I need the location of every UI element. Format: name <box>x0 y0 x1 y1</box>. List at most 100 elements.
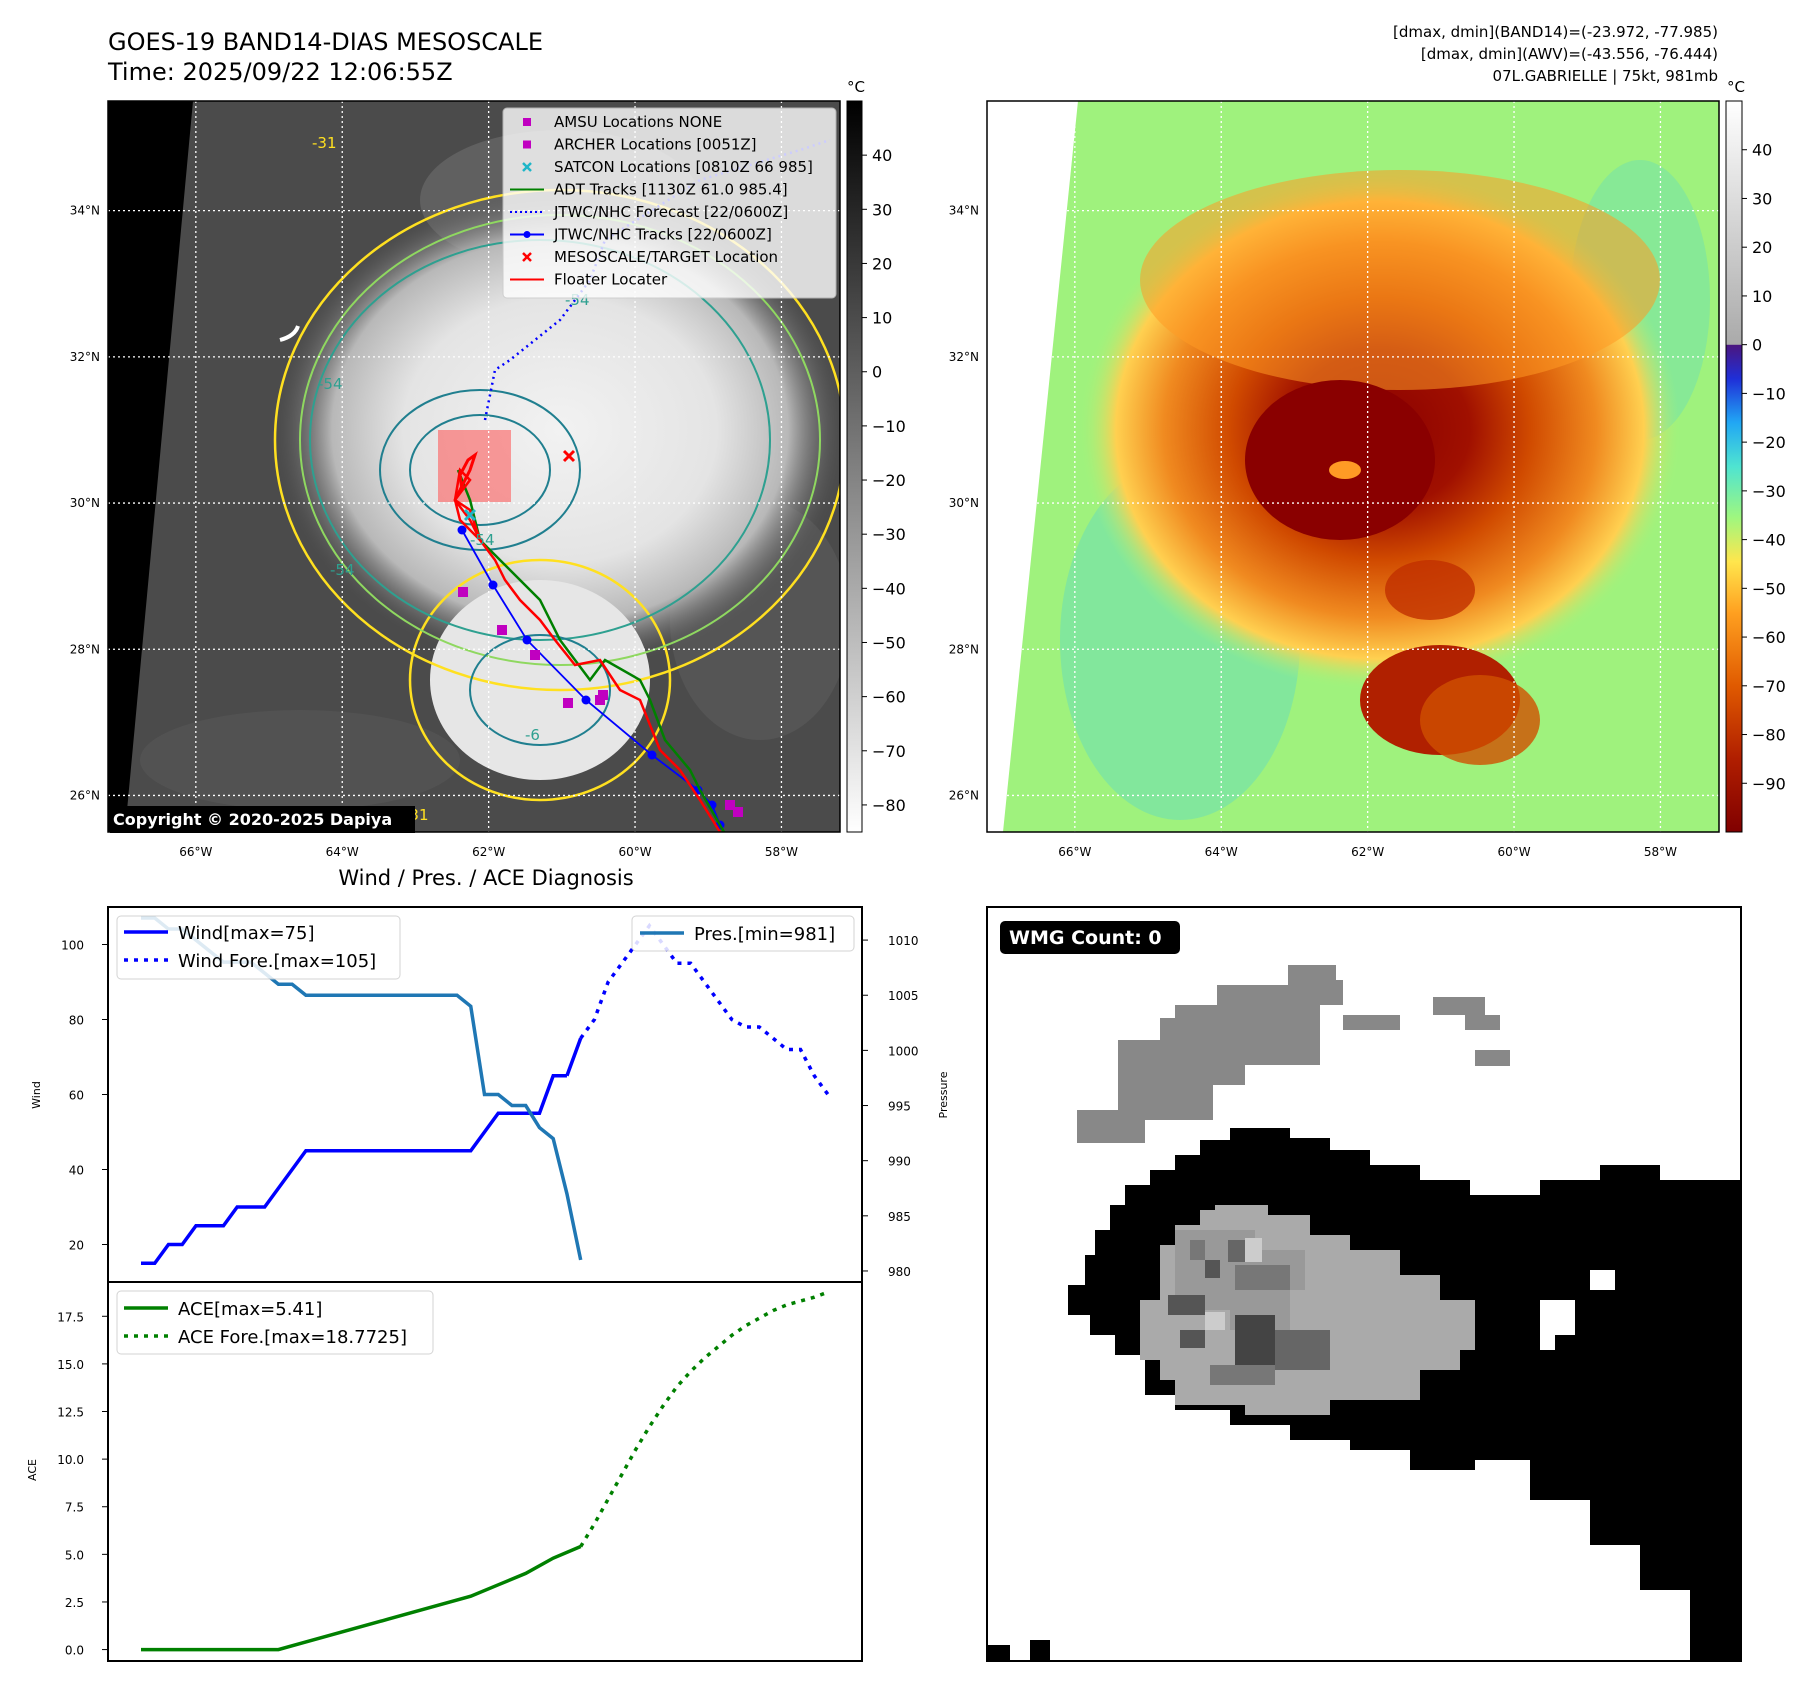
lat-tick-label: 30°N <box>70 496 100 510</box>
info-storm: 07L.GABRIELLE | 75kt, 981mb <box>1493 67 1718 85</box>
wind-axis-label: Wind <box>30 1081 43 1109</box>
colorbar-tick-label: −40 <box>872 579 906 598</box>
legend-ace-fore: ACE Fore.[max=18.7725] <box>178 1327 407 1348</box>
colorbar-unit: °C <box>847 78 865 96</box>
lat-tick-label: 26°N <box>949 788 979 802</box>
map-gridlines-right <box>987 101 1719 832</box>
legend-item: ADT Tracks [1130Z 61.0 985.4] <box>510 181 788 199</box>
legend-item: JTWC/NHC Forecast [22/0600Z] <box>510 203 788 221</box>
contour-ring <box>469 634 611 746</box>
colorbar-tick-label: −60 <box>1752 628 1786 647</box>
ace-tick-label: 12.5 <box>57 1406 84 1420</box>
legend-marker <box>523 118 531 126</box>
wind-tick-label: 20 <box>69 1239 84 1253</box>
ace-legend: ACE[max=5.41] ACE Fore.[max=18.7725] <box>116 1290 434 1355</box>
lon-tick-label: 62°W <box>1351 845 1384 859</box>
contour-label: -54 <box>318 375 343 393</box>
copyright-text: Copyright © 2020-2025 Dapiya <box>113 810 392 829</box>
legend-label: Floater Locater <box>554 271 668 289</box>
best-track-point <box>647 750 657 760</box>
figure-title: GOES-19 BAND14-DIAS MESOSCALE <box>108 28 543 56</box>
archer-location <box>725 800 735 810</box>
legend-label: SATCON Locations [0810Z 66 985] <box>554 158 813 176</box>
best-track-point <box>488 580 498 590</box>
ace-axis-label: ACE <box>26 1459 39 1481</box>
wind-pressure-chart: 100 80 60 40 20 1010 1005 1000 995 990 985 980 Wind… <box>30 906 950 1283</box>
lon-tick-label: 64°W <box>1205 845 1238 859</box>
awv-map-panel <box>987 101 1719 832</box>
legend-label: JTWC/NHC Forecast [22/0600Z] <box>553 203 788 221</box>
archer-location <box>598 690 608 700</box>
colorbar-tick-label: −10 <box>872 417 906 436</box>
wind-panel-title: Wind / Pres. / ACE Diagnosis <box>338 866 633 890</box>
colorbar-tick-label: −90 <box>1752 774 1786 793</box>
contour-ring <box>409 414 551 526</box>
ace-tick-label: 0.0 <box>65 1644 84 1658</box>
legend-marker <box>522 252 532 262</box>
ace-tick-label: 7.5 <box>65 1501 84 1515</box>
wind-legend: Wind[max=75] Wind Fore.[max=105] <box>116 915 401 980</box>
colorbar-tick-label: 0 <box>872 363 882 382</box>
legend-item: MESOSCALE/TARGET Location <box>522 248 778 266</box>
colorbar-unit: °C <box>1727 78 1745 96</box>
archer-location <box>733 807 743 817</box>
pressure-tick-label: 1000 <box>888 1044 919 1058</box>
info-band14-range: [dmax, dmin](BAND14)=(-23.972, -77.985) <box>1393 23 1718 41</box>
lat-tick-label: 32°N <box>949 350 979 364</box>
contour-ring <box>408 558 672 802</box>
colorbar-tick-label: −10 <box>1752 384 1786 403</box>
legend-label: MESOSCALE/TARGET Location <box>554 248 778 266</box>
map-legend: AMSU Locations NONE ARCHER Locations [005… <box>502 107 837 299</box>
lat-tick-label: 28°N <box>70 642 100 656</box>
legend-ace: ACE[max=5.41] <box>178 1299 322 1320</box>
figure-time: Time: 2025/09/22 12:06:55Z <box>107 58 453 86</box>
legend-wind-fore: Wind Fore.[max=105] <box>178 951 376 972</box>
colorbar-tick-label: 10 <box>872 309 892 328</box>
pressure-tick-label: 995 <box>888 1100 911 1114</box>
legend-item: JTWC/NHC Tracks [22/0600Z] <box>510 226 772 244</box>
wind-tick-label: 80 <box>69 1014 84 1028</box>
pressure-legend: Pres.[min=981] <box>631 915 855 952</box>
legend-item: Floater Locater <box>510 271 668 289</box>
wind-tick-label: 60 <box>69 1089 84 1103</box>
contour-ring <box>379 389 581 551</box>
lat-tick-label: 34°N <box>70 204 100 218</box>
lon-tick-label: 60°W <box>618 845 651 859</box>
mesoscale-target-box <box>438 430 511 502</box>
lon-tick-label: 60°W <box>1497 845 1530 859</box>
legend-label: JTWC/NHC Tracks [22/0600Z] <box>553 226 772 244</box>
lon-tick-label: 66°W <box>179 845 212 859</box>
floater-locater-line <box>453 467 722 832</box>
ace-tick-label: 17.5 <box>57 1310 84 1324</box>
legend-wind: Wind[max=75] <box>178 923 315 944</box>
colorbar-tick-label: −70 <box>872 742 906 761</box>
archer-location <box>563 698 573 708</box>
colorbar-tick-label: 40 <box>872 146 892 165</box>
pressure-tick-label: 990 <box>888 1155 911 1169</box>
legend-item: AMSU Locations NONE <box>523 113 722 131</box>
info-awv-range: [dmax, dmin](AWV)=(-43.556, -76.444) <box>1421 45 1718 63</box>
colorbar-tick-label: 40 <box>1752 141 1772 160</box>
colorbar-tick-label: −30 <box>872 525 906 544</box>
colorbar-tick-label: −80 <box>872 796 906 815</box>
pressure-tick-label: 980 <box>888 1265 911 1279</box>
legend-label: AMSU Locations NONE <box>554 113 722 131</box>
ace-tick-label: 15.0 <box>57 1358 84 1372</box>
contour-label: -6 <box>525 726 540 744</box>
island-outline <box>279 325 300 342</box>
colorbar-tick-label: −80 <box>1752 726 1786 745</box>
pressure-tick-label: 985 <box>888 1210 911 1224</box>
colorbar-tick-label: −40 <box>1752 531 1786 550</box>
legend-marker <box>523 140 531 149</box>
colorbar-tick-label: 30 <box>1752 189 1772 208</box>
adt-track-line <box>456 469 726 832</box>
legend-pressure: Pres.[min=981] <box>694 924 835 945</box>
legend-item: SATCON Locations [0810Z 66 985] <box>522 158 813 176</box>
pressure-axis-label: Pressure <box>937 1071 950 1118</box>
pressure-tick-label: 1010 <box>888 934 919 948</box>
archer-location <box>458 587 468 597</box>
ace-tick-label: 2.5 <box>65 1596 84 1610</box>
contour-label: -54 <box>330 561 355 579</box>
wmg-top-gray-region <box>1077 965 1343 1143</box>
lat-tick-label: 28°N <box>949 642 979 656</box>
